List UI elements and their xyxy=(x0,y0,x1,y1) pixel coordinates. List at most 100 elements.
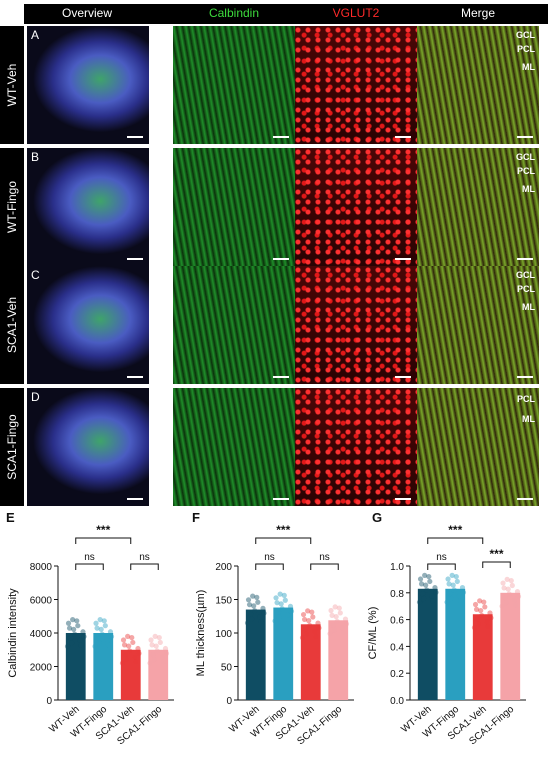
data-point xyxy=(80,629,86,635)
data-point xyxy=(81,634,87,640)
data-point xyxy=(153,643,159,649)
data-point xyxy=(416,599,423,605)
data-point xyxy=(417,576,424,582)
data-point xyxy=(423,582,429,588)
panel-letter-g: G xyxy=(372,510,383,525)
scale-bar xyxy=(395,136,411,138)
micrograph-panel xyxy=(173,388,295,506)
micrograph-panel xyxy=(295,148,417,266)
data-point xyxy=(485,623,491,630)
data-point xyxy=(108,634,115,640)
data-point xyxy=(336,605,342,611)
data-point xyxy=(120,637,127,643)
data-point xyxy=(482,604,488,610)
data-point xyxy=(327,631,333,637)
data-point xyxy=(278,601,284,607)
data-point xyxy=(281,592,287,598)
data-point xyxy=(515,593,522,600)
data-point xyxy=(340,629,347,636)
data-point xyxy=(244,620,251,626)
scale-bar xyxy=(127,498,143,500)
data-point xyxy=(274,600,280,606)
data-point xyxy=(315,620,321,626)
layer-label: PCL xyxy=(517,166,535,176)
row-label-3: SCA1-Fingo xyxy=(0,388,24,506)
data-point xyxy=(101,618,107,624)
data-point xyxy=(75,623,81,629)
data-point xyxy=(454,578,460,585)
data-point xyxy=(130,639,136,646)
significance-bracket xyxy=(130,563,159,570)
data-point xyxy=(332,604,338,610)
y-tick-label: 0 xyxy=(46,696,52,707)
data-point xyxy=(67,635,74,641)
scale-bar xyxy=(395,498,411,500)
data-point xyxy=(69,640,75,646)
y-tick-label: 50 xyxy=(221,663,233,674)
data-point xyxy=(503,599,509,606)
data-point xyxy=(333,614,339,620)
data-point xyxy=(487,610,493,616)
bar xyxy=(445,588,466,700)
row-label-1: WT-Fingo xyxy=(0,148,24,266)
data-point xyxy=(484,618,490,625)
column-title-overview: Overview xyxy=(61,6,112,20)
layer-label: GCL xyxy=(516,30,535,40)
significance-label: *** xyxy=(489,547,503,561)
significance-bracket xyxy=(482,561,511,568)
data-point xyxy=(476,621,482,627)
y-tick-label: 150 xyxy=(215,596,232,607)
layer-label: PCL xyxy=(517,394,535,404)
data-point xyxy=(514,588,521,595)
data-point xyxy=(104,637,110,643)
data-point xyxy=(302,626,309,632)
y-tick-label: 1.0 xyxy=(390,562,404,573)
row-label-text: SCA1-Veh xyxy=(5,296,19,354)
data-point xyxy=(132,654,138,660)
y-tick-label: 100 xyxy=(215,629,232,640)
data-point xyxy=(279,606,285,612)
data-point xyxy=(74,618,80,624)
data-point xyxy=(78,642,84,648)
data-point xyxy=(307,622,313,629)
layer-label: GCL xyxy=(516,270,535,280)
bar xyxy=(328,620,349,700)
micrograph-panel xyxy=(295,266,417,384)
data-point xyxy=(334,618,340,625)
data-point xyxy=(92,643,98,650)
significance-bracket xyxy=(75,563,104,570)
bar xyxy=(120,649,141,700)
data-point xyxy=(472,601,479,608)
data-point xyxy=(430,598,436,604)
category-label: WT-Fingo xyxy=(69,704,110,741)
data-point xyxy=(429,593,435,599)
data-point xyxy=(306,618,312,624)
data-point xyxy=(471,625,478,631)
data-point xyxy=(162,645,169,652)
bar xyxy=(65,633,86,700)
data-point xyxy=(447,591,453,597)
significance-bracket xyxy=(255,537,312,544)
layer-label: ML xyxy=(522,184,535,194)
panel-letter-f: F xyxy=(192,510,200,525)
y-axis-label: Calbindin intensity xyxy=(7,588,19,678)
micrograph-panel xyxy=(295,388,417,506)
y-axis-label: ML thickness(µm) xyxy=(195,590,207,677)
layer-label: ML xyxy=(522,62,535,72)
bar xyxy=(472,614,493,700)
scale-bar xyxy=(273,258,289,260)
data-point xyxy=(479,612,485,619)
data-point xyxy=(273,595,279,601)
data-point xyxy=(511,597,517,603)
significance-bracket xyxy=(310,563,339,570)
data-point xyxy=(500,580,506,586)
bar xyxy=(148,649,169,700)
data-point xyxy=(337,610,343,616)
data-point xyxy=(96,640,102,646)
significance-label: ns xyxy=(319,552,330,563)
data-point xyxy=(449,572,455,578)
data-point xyxy=(124,656,130,663)
data-point xyxy=(499,603,505,609)
data-point xyxy=(473,606,480,612)
micrograph-panel: B xyxy=(27,148,149,266)
